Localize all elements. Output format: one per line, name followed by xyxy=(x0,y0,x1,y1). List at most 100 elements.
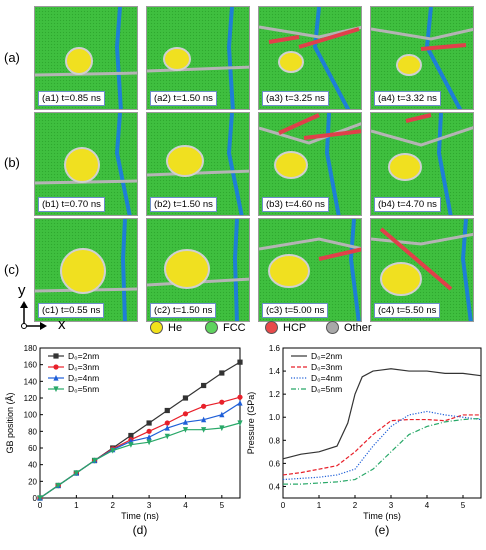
legend-marker xyxy=(53,374,59,381)
data-point xyxy=(91,457,98,464)
data-point xyxy=(182,395,189,401)
data-point xyxy=(201,416,207,423)
panel-caption: (a4) t=3.32 ns xyxy=(374,91,441,106)
legend-entry: D₀=2nm xyxy=(311,351,342,361)
data-point xyxy=(146,434,152,440)
y-tick-label: 1.4 xyxy=(269,367,281,376)
x-tick-label: 3 xyxy=(147,501,152,510)
y-axis-label: Pressure (GPa) xyxy=(246,392,256,455)
panel-label: (d) xyxy=(133,523,148,537)
panel-caption: (a3) t=3.25 ns xyxy=(262,91,329,106)
data-point xyxy=(237,394,243,400)
legend-marker xyxy=(53,353,59,359)
atom-snapshot xyxy=(147,7,249,109)
data-point xyxy=(110,447,116,454)
panel-caption: (b4) t=4.70 ns xyxy=(374,197,441,212)
panel-c4: (c4) t=5.50 ns xyxy=(370,218,474,322)
y-tick-label: 1.6 xyxy=(269,344,281,353)
panel-caption: (c3) t=5.00 ns xyxy=(262,303,329,318)
plot-frame xyxy=(282,347,482,499)
atom-snapshot xyxy=(35,219,137,321)
panel-caption: (b3) t=4.60 ns xyxy=(262,197,329,212)
y-tick-label: 180 xyxy=(24,344,38,353)
panel-caption: (b1) t=0.70 ns xyxy=(38,197,105,212)
data-point xyxy=(201,382,207,389)
x-tick-label: 2 xyxy=(353,501,358,510)
data-point xyxy=(237,359,243,365)
x-tick-label: 0 xyxy=(281,501,286,510)
series-line-2 xyxy=(282,414,481,476)
panel-a1: (a1) t=0.85 ns xyxy=(34,6,138,110)
panel-b2: (b2) t=1.50 ns xyxy=(146,112,250,216)
y-axis-label: GB position (Å) xyxy=(5,392,15,453)
x-tick-label: 1 xyxy=(74,501,79,510)
x-tick-label: 5 xyxy=(461,501,466,510)
data-point xyxy=(146,428,152,434)
panel-caption: (c4) t=5.50 ns xyxy=(374,303,441,318)
legend-entry: D₀=4nm xyxy=(68,373,99,383)
data-point xyxy=(55,482,61,489)
atom-snapshot xyxy=(35,113,137,215)
data-point xyxy=(182,411,189,417)
x-tick-label: 3 xyxy=(389,501,394,510)
data-point xyxy=(164,407,170,414)
x-tick-label: 4 xyxy=(425,501,430,510)
legend-entry: D₀=2nm xyxy=(68,351,99,361)
he-dot-icon xyxy=(150,321,163,334)
data-point xyxy=(164,420,170,426)
series-line-3 xyxy=(39,402,241,499)
x-tick-label: 5 xyxy=(220,501,225,510)
x-tick-label: 2 xyxy=(111,501,116,510)
panel-caption: (c1) t=0.55 ns xyxy=(38,303,105,318)
panel-a3: (a3) t=3.25 ns xyxy=(258,6,362,110)
row-label-c: (c) xyxy=(4,262,20,277)
legend-entry: D₀=5nm xyxy=(68,384,99,394)
atom-snapshot xyxy=(259,113,361,215)
x-axis-label: Time (ns) xyxy=(121,511,159,521)
data-point xyxy=(164,433,170,440)
data-point xyxy=(146,439,152,446)
legend-hcp: HCP xyxy=(265,321,306,334)
atom-snapshot xyxy=(259,219,361,321)
atom-snapshot xyxy=(147,113,249,215)
data-point xyxy=(182,427,189,433)
legend-marker xyxy=(53,364,59,370)
y-tick-label: 0.8 xyxy=(269,436,281,445)
panel-caption: (b2) t=1.50 ns xyxy=(150,197,217,212)
series-line-3 xyxy=(282,410,482,481)
legend-he: He xyxy=(150,321,182,334)
y-tick-label: 1.0 xyxy=(269,413,281,422)
panel-b4: (b4) t=4.70 ns xyxy=(370,112,474,216)
legend-marker xyxy=(53,386,59,393)
panel-b1: (b1) t=0.70 ns xyxy=(34,112,138,216)
data-point xyxy=(128,432,134,439)
data-point xyxy=(146,420,152,426)
y-tick-label: 0.4 xyxy=(269,482,281,491)
y-tick-label: 0 xyxy=(33,494,38,503)
data-point xyxy=(73,470,79,477)
data-point xyxy=(219,399,225,405)
panel-a2: (a2) t=1.50 ns xyxy=(146,6,250,110)
series-line-4 xyxy=(283,417,482,485)
panel-caption: (a1) t=0.85 ns xyxy=(38,91,105,106)
atom-snapshot xyxy=(371,219,473,321)
data-point xyxy=(128,442,134,448)
series-line-2 xyxy=(39,396,241,499)
panel-a4: (a4) t=3.32 ns xyxy=(370,6,474,110)
legend-entry: D₀=5nm xyxy=(311,384,342,394)
row-label-a: (a) xyxy=(4,50,20,65)
data-point xyxy=(201,403,207,409)
x-tick-label: 4 xyxy=(183,501,188,510)
axis-x-label: x xyxy=(58,316,66,333)
panel-caption: (c2) t=1.50 ns xyxy=(150,303,217,318)
data-point xyxy=(237,399,243,406)
panel-label: (e) xyxy=(375,523,390,537)
y-tick-label: 40 xyxy=(28,461,37,470)
y-tick-label: 140 xyxy=(24,377,38,386)
x-axis-label: Time (ns) xyxy=(363,511,401,521)
fcc-dot-icon xyxy=(205,321,218,334)
y-tick-label: 1.2 xyxy=(269,390,281,399)
axis-indicator-icon xyxy=(20,301,47,330)
atom-snapshot xyxy=(147,219,249,321)
data-point xyxy=(201,427,207,433)
